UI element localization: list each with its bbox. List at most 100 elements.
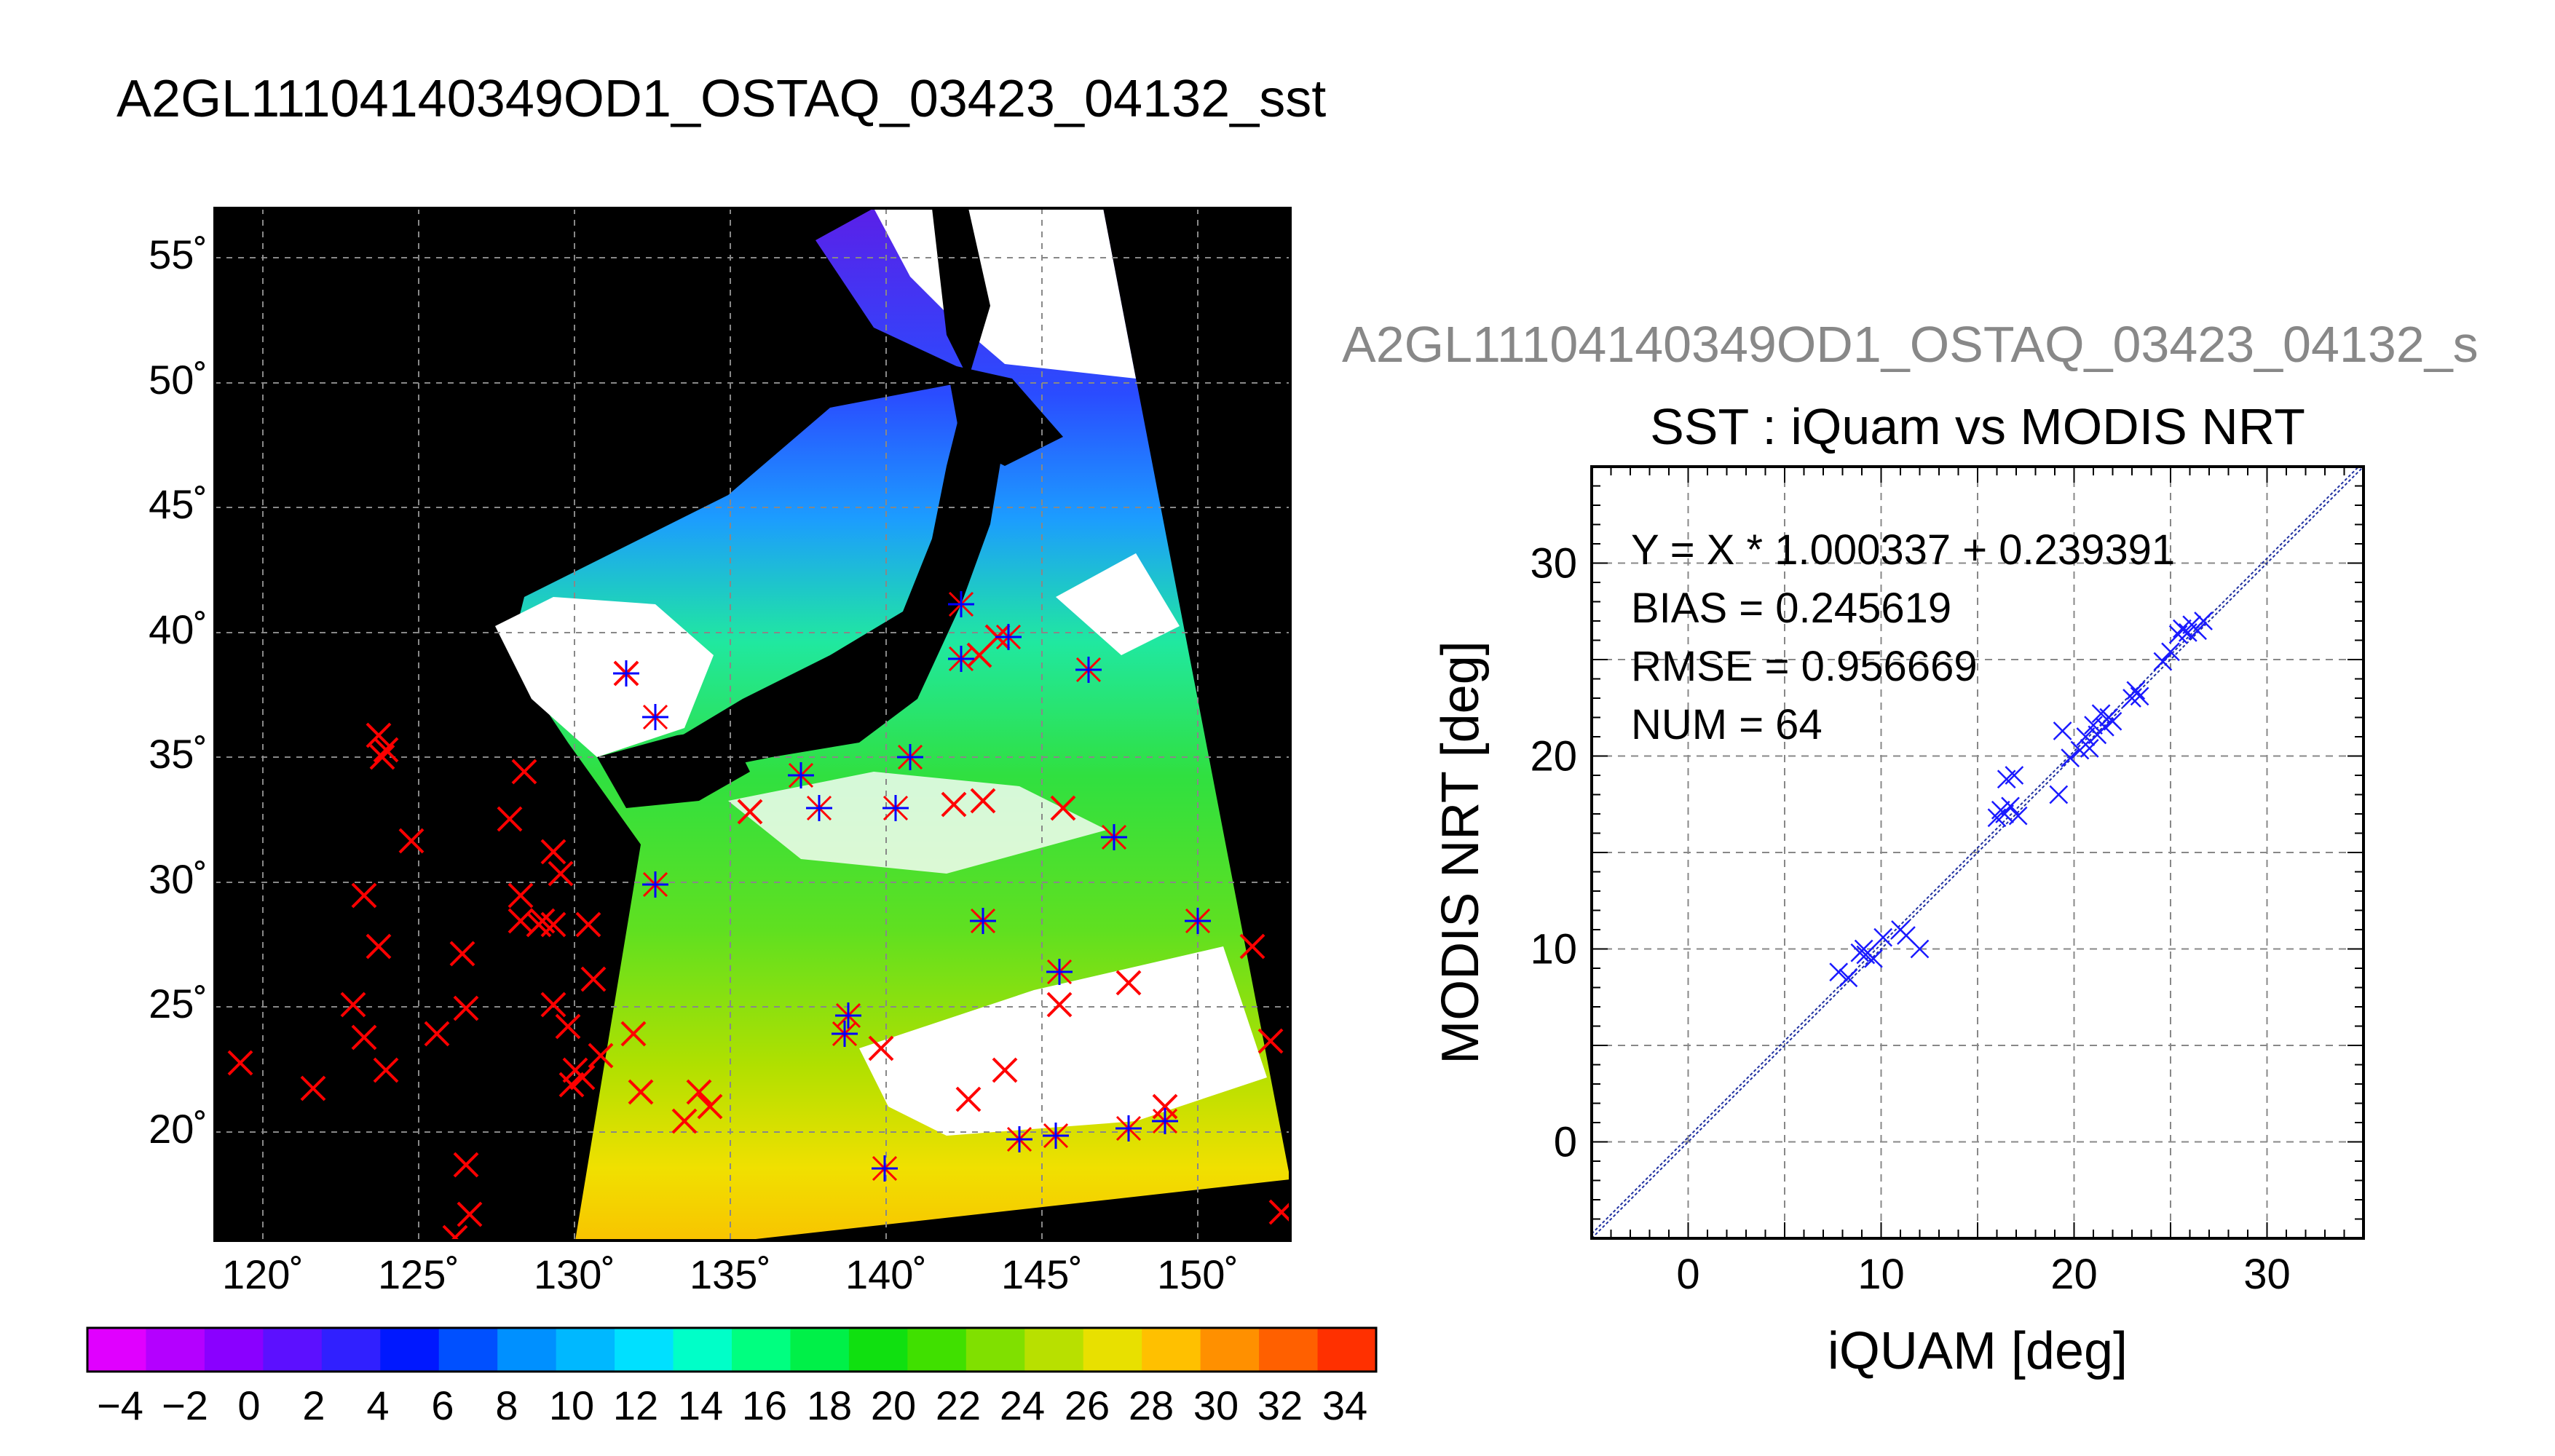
scatter-point	[2153, 652, 2173, 671]
scatter-point-stroke	[1873, 927, 1893, 947]
lon-label: 145˚	[1001, 1251, 1083, 1297]
colorbar-cell	[848, 1328, 908, 1372]
scatter-y-tick-labels: 0 10 20 30	[1530, 540, 1577, 1166]
scatter-point	[2053, 721, 2072, 740]
colorbar-cell	[321, 1328, 381, 1372]
colorbar-cell	[87, 1328, 146, 1372]
scatter-point	[2076, 727, 2096, 746]
lat-label: 50˚	[149, 357, 208, 403]
scatter-point-stroke	[1910, 939, 1930, 959]
scatter-point	[2080, 739, 2099, 758]
scatter-point-stroke	[2091, 704, 2111, 724]
cloud-area-pacific-east	[1056, 553, 1180, 655]
colorbar-frame	[86, 1326, 1378, 1373]
colorbar-tick: 14	[678, 1382, 723, 1428]
scatter-point-stroke	[2130, 687, 2149, 706]
x-tick-label: 0	[1676, 1251, 1699, 1298]
colorbar-cell	[204, 1328, 264, 1372]
in-situ-marker	[300, 1075, 326, 1101]
scatter-point-stroke	[2049, 785, 2069, 804]
in-situ-marker	[508, 882, 534, 909]
in-situ-marker	[970, 788, 996, 814]
in-situ-marker	[351, 882, 377, 909]
scatter-header: A2GL11104140349OD1_OSTAQ_03423_04132_s	[1342, 316, 2479, 373]
colorbar-cell	[438, 1328, 498, 1372]
scatter-point-stroke	[2096, 717, 2114, 737]
lat-label: 40˚	[149, 606, 208, 652]
in-situ-marker	[340, 992, 366, 1018]
scatter-point	[2194, 612, 2213, 630]
in-situ-marker	[398, 828, 424, 854]
colorbar-cell	[263, 1328, 323, 1372]
scatter-point-stroke	[2076, 727, 2096, 746]
x-tick-label: 10	[1857, 1251, 1905, 1298]
scatter-point	[2005, 766, 2024, 785]
scatter-point-stroke	[2126, 681, 2146, 700]
lat-label: 30˚	[149, 856, 208, 902]
map-lat-labels: 20˚ 25˚ 30˚ 35˚ 40˚ 45˚ 50˚ 55˚	[149, 232, 208, 1152]
colorbar-tick: 4	[366, 1382, 389, 1428]
in-situ-marker	[628, 1079, 654, 1105]
scatter-point	[2103, 711, 2122, 731]
x-tick-label: 30	[2243, 1251, 2291, 1298]
in-situ-marker	[453, 995, 479, 1021]
in-situ-marker	[620, 1021, 647, 1047]
scatter-point-stroke	[2194, 612, 2213, 630]
scatter-point-stroke	[2001, 796, 2020, 816]
scatter-point	[2061, 748, 2080, 768]
colorbar-tick-labels: −4 −2 0 2 4 6 8 10 12 14 16 18 20 22 24 …	[97, 1382, 1367, 1428]
lon-label: 130˚	[534, 1251, 615, 1297]
colorbar-tick: 8	[495, 1382, 518, 1428]
in-situ-marker	[529, 908, 556, 934]
colorbar-cell	[673, 1328, 732, 1372]
fit-statistics: Y = X * 1.000337 + 0.239391 BIAS = 0.245…	[1631, 526, 2175, 748]
scatter-point	[2188, 621, 2207, 641]
lon-label: 140˚	[845, 1251, 927, 1297]
x-tick-label: 20	[2050, 1251, 2098, 1298]
lat-label: 45˚	[149, 481, 208, 527]
map-frame	[213, 207, 1292, 1242]
colorbar-cell	[497, 1328, 557, 1372]
colorbar-cell	[1024, 1328, 1084, 1372]
land-honshu	[670, 408, 1005, 772]
colorbar-tick: −2	[162, 1382, 208, 1428]
lat-label: 20˚	[149, 1106, 208, 1152]
scatter-point	[2049, 785, 2069, 804]
in-situ-marker	[424, 1021, 450, 1047]
identity-line	[1592, 467, 2364, 1238]
scatter-point	[2084, 716, 2103, 735]
in-situ-marker	[373, 1057, 399, 1083]
in-situ-marker	[497, 806, 523, 832]
colorbar-tick: 30	[1193, 1382, 1239, 1428]
in-situ-marker	[450, 1224, 468, 1241]
in-situ-marker	[1257, 1028, 1284, 1054]
scatter-point-stroke	[1856, 945, 1876, 965]
colorbar-tick: 12	[613, 1382, 658, 1428]
scatter-point	[1873, 927, 1893, 947]
colorbar-tick: 26	[1065, 1382, 1110, 1428]
scatter-point-stroke	[2103, 711, 2122, 731]
in-situ-marker	[555, 1013, 581, 1040]
in-situ-marker	[686, 1079, 712, 1105]
scatter-point	[2008, 806, 2028, 826]
sst-map	[215, 208, 1290, 1241]
in-situ-marker	[373, 737, 399, 763]
in-situ-marker	[453, 1152, 479, 1178]
scatter-point-stroke	[2005, 766, 2024, 785]
colorbar-cell	[732, 1328, 791, 1372]
lat-label: 35˚	[149, 731, 208, 777]
scatter-points	[1829, 612, 2213, 988]
scatter-point	[2130, 687, 2149, 706]
lon-label: 120˚	[222, 1251, 304, 1297]
scatter-point	[1829, 962, 1849, 982]
scatter-point-stroke	[2084, 716, 2103, 735]
colorbar-tick: −4	[97, 1382, 143, 1428]
scatter-title: SST : iQuam vs MODIS NRT	[1650, 398, 2305, 455]
scatter-point	[2126, 681, 2146, 700]
stat-regression: Y = X * 1.000337 + 0.239391	[1631, 526, 2175, 574]
map-lon-labels: 120˚ 125˚ 130˚ 135˚ 140˚ 145˚ 150˚	[222, 1251, 1239, 1297]
map-grid	[215, 208, 1290, 1241]
scatter-point-stroke	[2008, 806, 2028, 826]
stat-rmse: RMSE = 0.956669	[1631, 643, 1978, 690]
